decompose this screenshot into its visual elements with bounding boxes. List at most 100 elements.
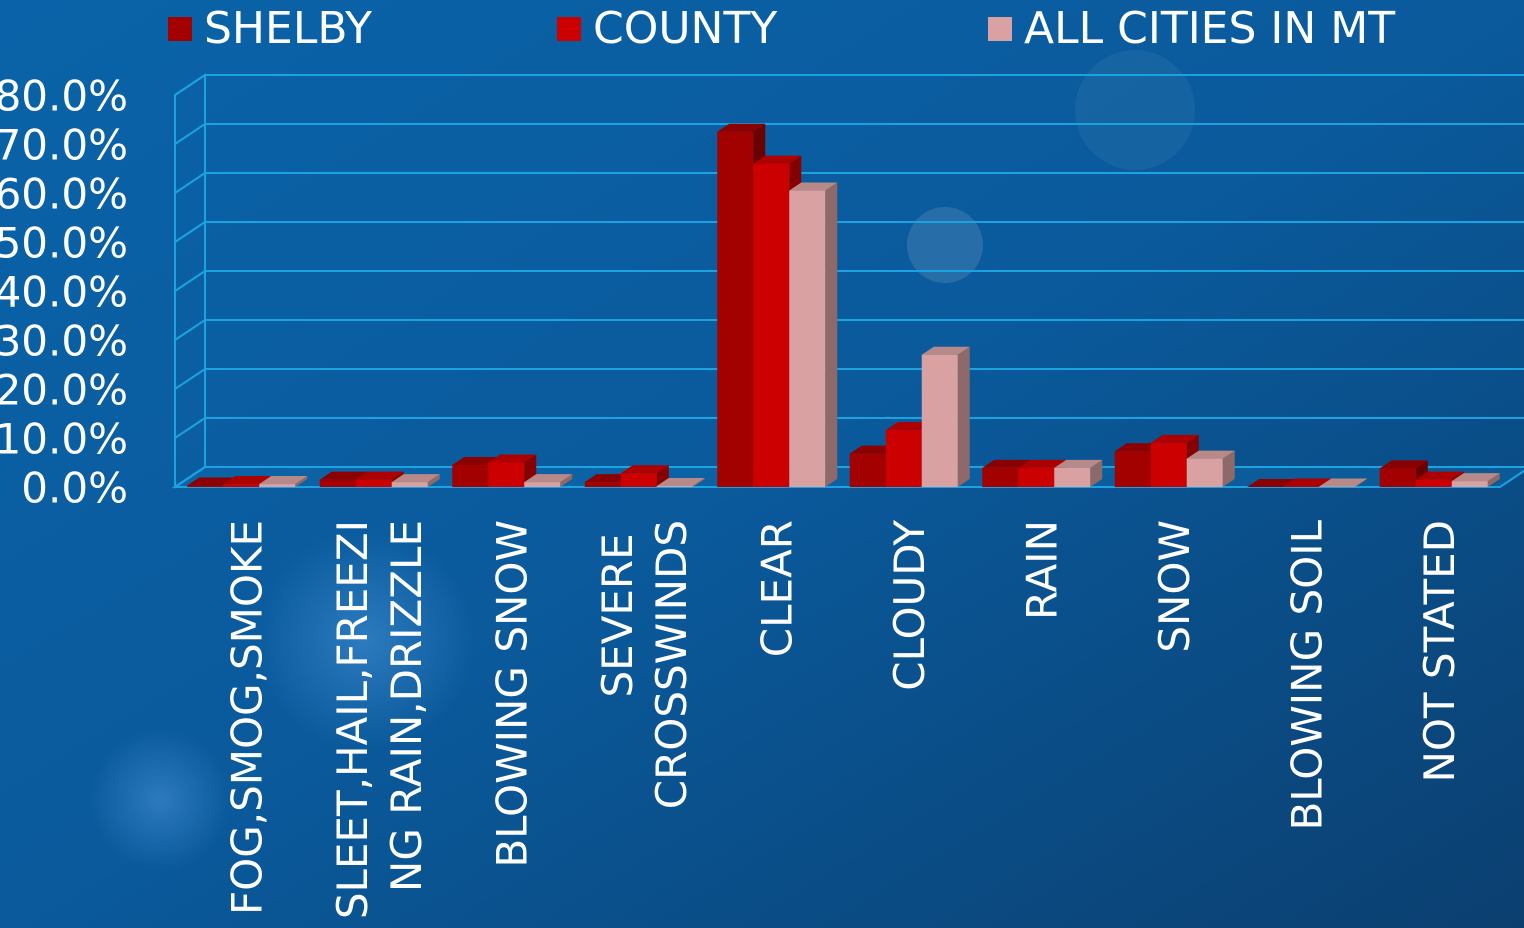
legend-label: SHELBY — [204, 3, 372, 54]
bar-front — [982, 467, 1019, 487]
bar-top — [1247, 479, 1296, 487]
bar-top — [620, 465, 669, 474]
x-tick-label: SEVERE CROSSWINDS — [592, 520, 695, 809]
bar-top — [1451, 473, 1500, 482]
decoration — [907, 207, 983, 283]
bar-front — [1415, 479, 1452, 487]
bar — [1186, 450, 1235, 487]
x-tick-label-line: SEVERE — [592, 520, 641, 698]
x-tick-label-line: SLEET,HAIL,FREEZI — [327, 520, 376, 919]
bar-top — [259, 476, 308, 485]
x-tick-label-line: FOG,SMOG,SMOKE — [222, 520, 271, 915]
bar-front — [717, 131, 754, 487]
y-tick-label: 70.0% — [0, 121, 128, 170]
bar — [921, 346, 970, 487]
grid-line-side — [174, 221, 206, 243]
x-tick-label: CLEAR — [752, 520, 801, 657]
bar-top — [656, 478, 705, 487]
grid-line-side — [174, 172, 206, 194]
legend-swatch — [557, 17, 581, 41]
bar-front — [849, 453, 886, 487]
grid-line — [174, 172, 1524, 194]
grid-line-side — [174, 270, 206, 292]
bar-top — [1186, 450, 1235, 459]
grid-line-side — [174, 74, 206, 96]
grid-line — [174, 270, 1524, 292]
bar-top — [1283, 478, 1332, 487]
bar-front — [1379, 468, 1416, 487]
bar — [391, 474, 440, 487]
y-tick-label: 30.0% — [0, 317, 128, 366]
bar-front — [921, 354, 958, 487]
bar-top — [717, 123, 766, 132]
y-tick-label: 10.0% — [0, 415, 128, 464]
grid-line — [174, 123, 1524, 145]
bar-top — [223, 476, 272, 485]
grid-line-side — [174, 417, 206, 439]
bar-front — [656, 486, 693, 487]
bar-top — [1415, 471, 1464, 480]
bar-front — [488, 462, 525, 487]
bar — [789, 182, 838, 488]
x-tick-label-line: BLOWING SOIL — [1282, 519, 1331, 830]
decoration — [255, 530, 475, 750]
bar-top — [488, 454, 537, 463]
x-tick-label-line: NG RAIN,DRIZZLE — [381, 520, 430, 892]
x-tick-label-line: RAIN — [1017, 520, 1066, 620]
grid-line-side — [174, 319, 206, 341]
bar — [1247, 479, 1296, 487]
bar-front — [1186, 458, 1223, 487]
bar-front — [620, 473, 657, 487]
bar-top — [524, 474, 573, 483]
bar-front — [452, 464, 489, 487]
x-tick-label: SNOW — [1149, 520, 1198, 653]
x-tick-label-line: SNOW — [1149, 520, 1198, 653]
x-tick-label: NOT STATED — [1414, 520, 1463, 783]
bar — [656, 478, 705, 487]
bar-front — [391, 482, 428, 487]
bar-front — [223, 484, 260, 487]
legend-label: ALL CITIES IN MT — [1024, 3, 1395, 54]
x-tick-label-line: CROSSWINDS — [646, 520, 695, 809]
bar-front — [355, 479, 392, 487]
grid-line-side — [174, 123, 206, 145]
bar-side — [1090, 459, 1103, 487]
x-tick-label: RAIN — [1017, 520, 1066, 620]
bar-top — [982, 459, 1031, 468]
bar-front — [187, 485, 224, 487]
bar — [1319, 478, 1368, 487]
bar-front — [1150, 442, 1187, 487]
bar-side — [295, 476, 308, 487]
bar — [1451, 473, 1500, 487]
bar-top — [789, 182, 838, 191]
bar-side — [957, 346, 970, 487]
bar-top — [1054, 459, 1103, 468]
bar-side — [427, 474, 440, 487]
bar-top — [319, 471, 368, 480]
x-tick-label: BLOWING SNOW — [487, 520, 536, 868]
bar-front — [789, 190, 826, 488]
legend-swatch — [168, 17, 192, 41]
y-tick-label: 60.0% — [0, 170, 128, 219]
bar-top — [1018, 459, 1067, 468]
grid-line — [174, 74, 1524, 96]
bar — [620, 465, 669, 487]
bar — [524, 474, 573, 487]
x-tick-label-line: BLOWING SNOW — [487, 520, 536, 868]
grid-line — [174, 221, 1524, 243]
x-tick-label: BLOWING SOIL — [1282, 519, 1331, 830]
bar-side — [1355, 478, 1368, 487]
x-tick-label-line: NOT STATED — [1414, 520, 1463, 783]
decoration — [90, 730, 230, 870]
bar-front — [885, 430, 922, 487]
bar-front — [259, 484, 296, 487]
bar-side — [656, 465, 669, 487]
bar-top — [753, 155, 802, 164]
grid-line — [174, 417, 1524, 439]
y-tick-label: 50.0% — [0, 219, 128, 268]
bar — [1054, 459, 1103, 487]
grid-line-side — [174, 368, 206, 390]
x-tick-label-line: CLEAR — [752, 520, 801, 657]
bar-top — [1379, 460, 1428, 469]
